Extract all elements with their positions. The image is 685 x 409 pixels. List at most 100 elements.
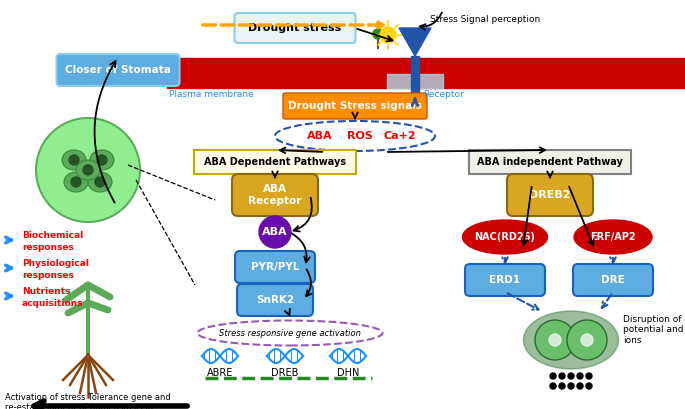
Ellipse shape xyxy=(280,45,294,56)
Text: Physiological: Physiological xyxy=(22,259,89,268)
Circle shape xyxy=(559,373,565,379)
Ellipse shape xyxy=(536,45,550,56)
Text: Disruption of guard cell
potential and Efflux of K+
ions: Disruption of guard cell potential and E… xyxy=(623,315,685,345)
Ellipse shape xyxy=(576,31,590,40)
Ellipse shape xyxy=(368,31,382,40)
Ellipse shape xyxy=(248,45,262,56)
Ellipse shape xyxy=(320,31,334,40)
Ellipse shape xyxy=(664,45,678,56)
Ellipse shape xyxy=(62,150,86,170)
Text: Ca+2: Ca+2 xyxy=(384,131,416,141)
Ellipse shape xyxy=(176,31,190,40)
Ellipse shape xyxy=(360,45,374,56)
Ellipse shape xyxy=(568,45,582,56)
Ellipse shape xyxy=(168,45,182,56)
Ellipse shape xyxy=(560,31,574,40)
FancyBboxPatch shape xyxy=(573,264,653,296)
Ellipse shape xyxy=(480,31,494,40)
Ellipse shape xyxy=(432,31,446,40)
Ellipse shape xyxy=(512,31,526,40)
Circle shape xyxy=(568,373,574,379)
Ellipse shape xyxy=(448,31,462,40)
Text: NAC(RD26): NAC(RD26) xyxy=(475,232,536,242)
Ellipse shape xyxy=(535,320,575,360)
Bar xyxy=(167,58,685,88)
Ellipse shape xyxy=(272,31,286,40)
Text: Activation of stress Tolerance gene and
re-establishment of homeostasis in
plant: Activation of stress Tolerance gene and … xyxy=(5,393,171,409)
Ellipse shape xyxy=(304,31,318,40)
Bar xyxy=(411,56,419,100)
Text: ABA
Receptor: ABA Receptor xyxy=(248,184,301,206)
Ellipse shape xyxy=(296,45,310,56)
Text: Biochemical: Biochemical xyxy=(22,231,84,240)
Ellipse shape xyxy=(456,45,470,56)
Circle shape xyxy=(550,383,556,389)
Ellipse shape xyxy=(416,31,430,40)
Ellipse shape xyxy=(528,31,542,40)
FancyBboxPatch shape xyxy=(234,13,356,43)
Circle shape xyxy=(259,216,291,248)
Ellipse shape xyxy=(384,31,398,40)
FancyBboxPatch shape xyxy=(235,251,315,283)
Ellipse shape xyxy=(648,45,662,56)
FancyBboxPatch shape xyxy=(469,150,631,174)
Text: responses: responses xyxy=(22,270,74,279)
Ellipse shape xyxy=(312,45,326,56)
Ellipse shape xyxy=(197,321,382,346)
Ellipse shape xyxy=(462,220,547,254)
Text: ROS: ROS xyxy=(347,131,373,141)
Ellipse shape xyxy=(408,45,422,56)
FancyBboxPatch shape xyxy=(56,54,179,86)
Ellipse shape xyxy=(472,45,486,56)
Text: Plasma membrane: Plasma membrane xyxy=(169,90,253,99)
Ellipse shape xyxy=(264,45,278,56)
Circle shape xyxy=(577,383,583,389)
Ellipse shape xyxy=(90,150,114,170)
Ellipse shape xyxy=(464,31,478,40)
Ellipse shape xyxy=(328,45,342,56)
Circle shape xyxy=(71,177,81,187)
Ellipse shape xyxy=(523,311,619,369)
Ellipse shape xyxy=(520,45,534,56)
Text: ERD1: ERD1 xyxy=(490,275,521,285)
Ellipse shape xyxy=(567,320,607,360)
Text: ABA: ABA xyxy=(262,227,288,237)
Text: Stress responsive gene activation: Stress responsive gene activation xyxy=(219,328,361,337)
Ellipse shape xyxy=(88,172,112,192)
Ellipse shape xyxy=(672,31,685,40)
Ellipse shape xyxy=(616,45,630,56)
FancyBboxPatch shape xyxy=(465,264,545,296)
FancyBboxPatch shape xyxy=(194,150,356,174)
FancyBboxPatch shape xyxy=(283,93,427,119)
Polygon shape xyxy=(399,28,431,56)
Ellipse shape xyxy=(424,45,438,56)
Text: Closer of Stomata: Closer of Stomata xyxy=(65,65,171,75)
Ellipse shape xyxy=(76,160,100,180)
Ellipse shape xyxy=(224,31,238,40)
FancyBboxPatch shape xyxy=(507,174,593,216)
Text: DREB2: DREB2 xyxy=(530,190,571,200)
Ellipse shape xyxy=(496,31,510,40)
Ellipse shape xyxy=(592,31,606,40)
Ellipse shape xyxy=(336,31,350,40)
FancyBboxPatch shape xyxy=(232,174,318,216)
Text: SnRK2: SnRK2 xyxy=(256,295,294,305)
Ellipse shape xyxy=(552,45,566,56)
Circle shape xyxy=(83,165,93,175)
Ellipse shape xyxy=(632,45,646,56)
Ellipse shape xyxy=(216,45,230,56)
Circle shape xyxy=(69,155,79,165)
Ellipse shape xyxy=(232,45,246,56)
Ellipse shape xyxy=(600,45,614,56)
Text: responses: responses xyxy=(22,243,74,252)
Circle shape xyxy=(549,334,561,346)
Circle shape xyxy=(586,373,592,379)
Ellipse shape xyxy=(208,31,222,40)
Text: Stress Signal perception: Stress Signal perception xyxy=(430,16,540,25)
Ellipse shape xyxy=(640,31,654,40)
Text: ABA: ABA xyxy=(307,131,333,141)
Ellipse shape xyxy=(184,45,198,56)
Text: Drought Stress signals: Drought Stress signals xyxy=(288,101,422,111)
Ellipse shape xyxy=(192,31,206,40)
Ellipse shape xyxy=(624,31,638,40)
